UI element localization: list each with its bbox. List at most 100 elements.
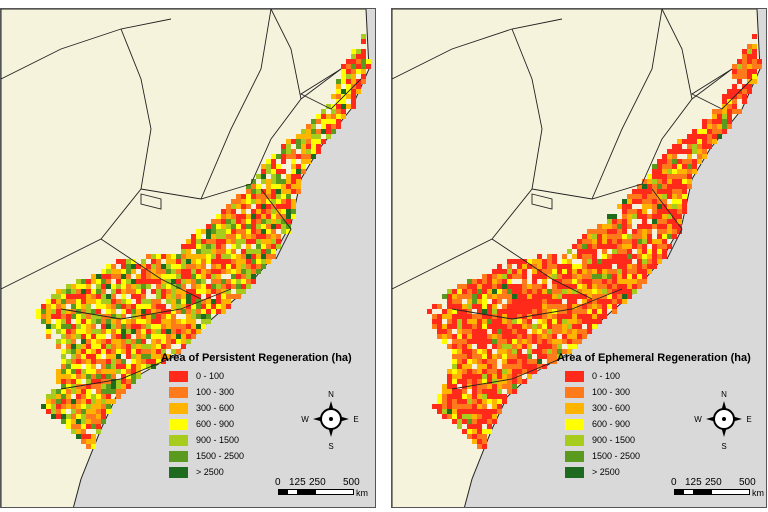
state-border: [140, 193, 162, 210]
state-border: [691, 68, 753, 110]
legend-label: 1500 - 2500: [592, 451, 641, 461]
legend-swatch: [169, 450, 188, 462]
legend-title: Area of Ephemeral Regeneration (ha): [557, 352, 751, 364]
legend-item: > 2500: [161, 464, 352, 480]
state-border: [451, 353, 573, 390]
regeneration-layer: [36, 34, 371, 449]
legend-label: 100 - 300: [592, 387, 631, 397]
legend-item: 300 - 600: [557, 400, 751, 416]
state-border: [491, 238, 593, 300]
state-border: [1, 18, 172, 80]
legend-item: 0 - 100: [161, 368, 352, 384]
legend-item: 600 - 900: [161, 416, 352, 432]
legend-label: 900 - 1500: [196, 435, 240, 445]
legend-swatch: [565, 434, 584, 446]
legend-item: 600 - 900: [557, 416, 751, 432]
map-panel-ephemeral: Area of Ephemeral Regeneration (ha) 0 - …: [391, 8, 767, 508]
legend-rows: 0 - 100 100 - 300 300 - 600 600 - 900 900 - …: [161, 368, 352, 480]
scale-strip: [674, 489, 750, 495]
state-border: [270, 9, 302, 100]
state-border: [641, 68, 733, 185]
legend-swatch: [169, 466, 188, 478]
map-persistent: [1, 9, 371, 507]
legend-label: 600 - 900: [196, 419, 235, 429]
scale-tick-125: 125: [685, 477, 702, 488]
legend-swatch: [565, 466, 584, 478]
scale-tick-500: 500: [739, 477, 756, 488]
legend-swatch: [565, 418, 584, 430]
north-arrow-icon: N S E W: [301, 390, 358, 451]
legend-item: > 2500: [557, 464, 751, 480]
legend-item: 900 - 1500: [557, 432, 751, 448]
legend-label: 600 - 900: [592, 419, 631, 429]
legend-label: > 2500: [592, 467, 620, 477]
compass: N S E W: [694, 389, 754, 451]
legend-title: Area of Persistent Regeneration (ha): [161, 352, 352, 364]
legend: Area of Ephemeral Regeneration (ha) 0 - …: [557, 352, 751, 480]
legend-label: 300 - 600: [196, 403, 235, 413]
legend-swatch: [565, 370, 584, 382]
compass-e: E: [746, 415, 751, 424]
legend-swatch: [169, 386, 188, 398]
state-border: [60, 353, 182, 390]
legend-item: 1500 - 2500: [557, 448, 751, 464]
legend-swatch: [565, 450, 584, 462]
scale-unit: km: [356, 488, 368, 498]
legend-label: 300 - 600: [592, 403, 631, 413]
compass-n: N: [328, 390, 334, 399]
state-border: [200, 9, 272, 200]
legend-item: 100 - 300: [161, 384, 352, 400]
scale-tick-250: 250: [705, 477, 722, 488]
state-border: [260, 188, 292, 260]
scale-tick-0: 0: [671, 477, 677, 488]
compass-s: S: [328, 442, 333, 449]
scale-tick-500: 500: [343, 477, 360, 488]
compass-w: W: [301, 415, 309, 424]
compass-n: N: [721, 390, 727, 399]
compass-s: S: [721, 442, 726, 449]
state-border: [250, 68, 342, 185]
scale-bar: 0 125 250 500 km: [667, 477, 766, 503]
legend-swatch: [169, 434, 188, 446]
legend-rows: 0 - 100 100 - 300 300 - 600 600 - 900 900 - …: [557, 368, 751, 480]
compass-w: W: [694, 415, 702, 424]
state-border: [531, 193, 553, 210]
scale-unit: km: [752, 488, 764, 498]
state-borders: [1, 9, 362, 390]
compass-e: E: [353, 415, 358, 424]
state-borders: [392, 9, 753, 390]
legend-item: 900 - 1500: [161, 432, 352, 448]
legend-swatch: [565, 386, 584, 398]
legend-label: 900 - 1500: [592, 435, 636, 445]
legend-label: 1500 - 2500: [196, 451, 245, 461]
compass: N S E W: [301, 389, 361, 451]
scale-tick-250: 250: [309, 477, 326, 488]
regeneration-layer: [427, 34, 762, 449]
map-panel-persistent: Area of Persistent Regeneration (ha) 0 -…: [0, 8, 376, 508]
state-border: [651, 188, 683, 260]
legend-item: 300 - 600: [161, 400, 352, 416]
legend-label: 0 - 100: [196, 371, 225, 381]
state-border: [100, 238, 202, 300]
legend-swatch: [169, 402, 188, 414]
legend-swatch: [169, 370, 188, 382]
scale-bar: 0 125 250 500 km: [271, 477, 371, 503]
legend-item: 100 - 300: [557, 384, 751, 400]
legend-label: > 2500: [196, 467, 224, 477]
state-border: [392, 18, 563, 80]
state-border: [300, 68, 362, 110]
legend-item: 1500 - 2500: [161, 448, 352, 464]
legend-swatch: [565, 402, 584, 414]
map-ephemeral: [392, 9, 762, 507]
legend-swatch: [169, 418, 188, 430]
legend-label: 100 - 300: [196, 387, 235, 397]
scale-tick-0: 0: [275, 477, 281, 488]
state-border: [661, 9, 693, 100]
scale-strip: [278, 489, 354, 495]
state-border: [60, 288, 232, 320]
state-border: [451, 288, 623, 320]
north-arrow-icon: N S E W: [694, 390, 751, 451]
legend-item: 0 - 100: [557, 368, 751, 384]
legend-label: 0 - 100: [592, 371, 621, 381]
state-border: [591, 9, 663, 200]
